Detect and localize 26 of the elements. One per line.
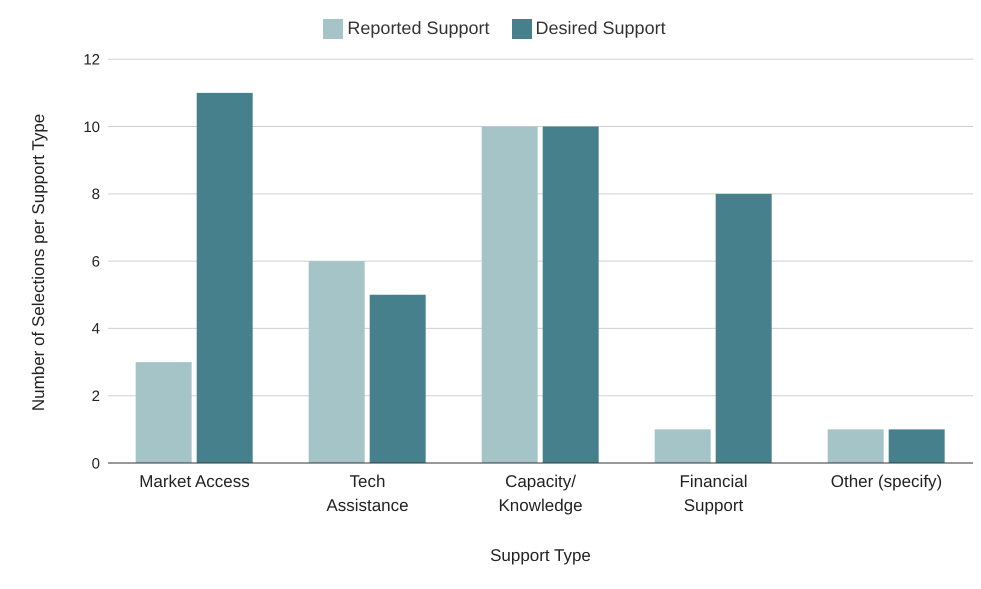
y-tick-label: 12 <box>83 52 100 69</box>
bar <box>370 294 426 463</box>
x-tick-label: Financial Support <box>679 472 748 515</box>
bar <box>716 194 772 463</box>
bar <box>542 126 599 463</box>
x-tick-label: Market Access <box>139 472 250 491</box>
bar <box>828 429 884 463</box>
y-tick-label: 6 <box>92 253 100 270</box>
bar <box>136 362 192 463</box>
bar <box>888 429 945 463</box>
bar <box>654 429 711 463</box>
y-tick-label: 8 <box>92 186 100 204</box>
y-tick-label: 2 <box>92 388 100 406</box>
y-axis-title: Number of Selections per Support Type <box>29 114 48 412</box>
bar <box>482 126 538 463</box>
x-tick-label: Capacity/ Knowledge <box>498 472 583 515</box>
x-axis-title: Support Type <box>490 546 591 565</box>
bar <box>196 92 253 463</box>
bar <box>308 261 365 463</box>
legend-label: Reported Support <box>347 18 490 38</box>
y-tick-label: 4 <box>92 320 100 338</box>
y-tick-label: 10 <box>83 118 100 136</box>
x-tick-label: Other (specify) <box>830 472 942 491</box>
legend-label: Desired Support <box>536 18 666 38</box>
y-tick-label: 0 <box>92 455 100 472</box>
x-tick-label: Tech Assistance <box>326 472 409 515</box>
